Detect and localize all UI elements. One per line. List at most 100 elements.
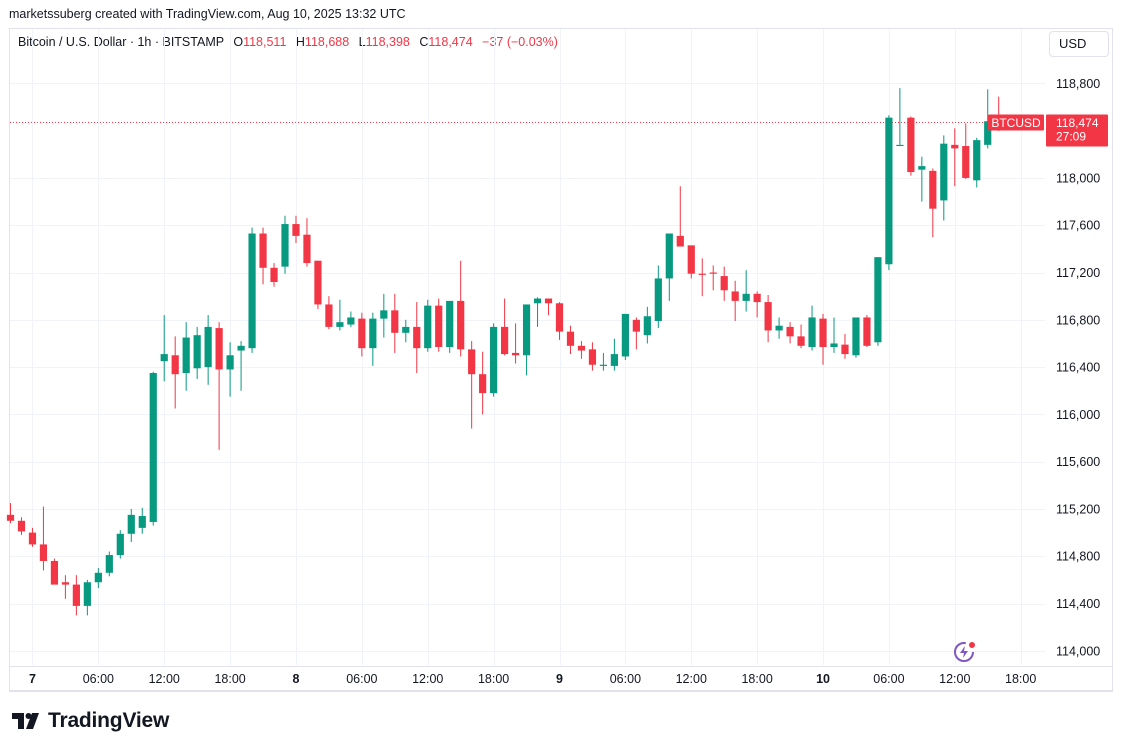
candle-body [479, 374, 487, 394]
candle-down [215, 322, 223, 450]
last-price-box [1046, 114, 1108, 147]
candle-down [72, 575, 80, 616]
candle-down [566, 325, 575, 355]
candle-up [138, 507, 146, 534]
candle-body [204, 326, 212, 368]
candle-down [720, 266, 728, 301]
candle-body [764, 302, 772, 331]
candle-down [259, 227, 267, 285]
time-tick-label: 18:00 [478, 672, 509, 686]
candle-body [149, 373, 157, 522]
candle-up [830, 317, 838, 353]
time-tick-label: 9 [556, 672, 563, 686]
time-tick-label: 18:00 [1005, 672, 1036, 686]
candle-body [797, 336, 805, 346]
open-label: O [233, 35, 244, 49]
time-tick-label: 06:00 [610, 672, 641, 686]
candle-body [424, 305, 432, 349]
candle-up [621, 313, 629, 361]
candle-up [490, 323, 498, 397]
candle-down [797, 324, 805, 349]
candle-body [138, 516, 146, 528]
candle-body [259, 233, 267, 268]
candle-up [347, 311, 355, 327]
candle-down [28, 527, 37, 547]
chart-attribution: marketssuberg created with TradingView.c… [9, 7, 406, 21]
candle-down [50, 558, 59, 585]
price-tick-label: 114,400 [1056, 597, 1100, 611]
candle-body [896, 144, 904, 147]
candle-body [588, 349, 597, 365]
candle-down [292, 215, 300, 243]
price-tick-label: 117,600 [1056, 219, 1100, 233]
candle-body [786, 326, 794, 337]
candle-body [83, 582, 91, 606]
candle-up [127, 508, 135, 543]
candle-body [391, 310, 399, 333]
candle-body [808, 317, 816, 347]
candle-body [237, 345, 245, 351]
lightning-alert-icon[interactable] [954, 642, 975, 662]
candle-up [105, 551, 113, 577]
candle-down [358, 312, 366, 357]
chart-frame [9, 28, 1113, 692]
candle-body [951, 144, 959, 149]
candle-body [72, 584, 80, 606]
candle-body [709, 272, 717, 274]
candle-up [226, 342, 234, 397]
candle-up [424, 299, 432, 352]
time-axis: 7 06:00 12:00 18:00 8 06:00 12:00 18:00 9 06:00 12… [29, 672, 1036, 686]
candle-down [171, 336, 179, 409]
candle-down [929, 168, 937, 238]
candle-body [369, 318, 377, 349]
candle-down [676, 186, 684, 247]
candle-body [973, 140, 981, 181]
candle-body [380, 310, 388, 319]
candle-down [951, 128, 959, 187]
time-tick-label: 18:00 [214, 672, 245, 686]
candle-down [6, 503, 15, 524]
candle-up [918, 156, 926, 202]
candle-body [577, 345, 586, 351]
ticker-label-box [988, 114, 1044, 131]
candle-body [599, 364, 608, 366]
candle-body [325, 304, 333, 327]
price-tick-label: 118,800 [1056, 77, 1100, 91]
candle-up [610, 338, 618, 371]
candle-down [270, 263, 278, 287]
candle-down [962, 123, 970, 180]
currency-button[interactable]: USD [1049, 31, 1109, 57]
candle-down [687, 245, 695, 279]
candle-down [61, 575, 69, 599]
candle-down [753, 291, 761, 318]
candle-body [687, 245, 695, 274]
price-tick-label: 115,600 [1056, 455, 1100, 469]
candle-body [347, 317, 355, 325]
tradingview-logo[interactable]: TradingView [12, 709, 169, 733]
low-value: 118,398 [365, 35, 410, 49]
candle-body [215, 328, 223, 370]
candle-body [720, 276, 728, 291]
candle-body [918, 166, 926, 170]
close-value: 118,474 [428, 35, 473, 49]
ticker-label: BTCUSD [991, 116, 1041, 130]
candle-up [182, 322, 190, 391]
candle-body [962, 146, 970, 178]
candle-body [863, 317, 871, 346]
candle-up [160, 315, 168, 382]
candle-down [435, 298, 443, 352]
price-tick-label: 115,200 [1056, 502, 1100, 516]
candle-down [841, 333, 849, 359]
candle-body [522, 304, 531, 356]
candle-up [984, 89, 992, 149]
tradingview-logo-icon [12, 713, 39, 729]
candle-down [544, 298, 553, 316]
price-tick-label: 116,800 [1056, 313, 1100, 327]
candle-up [237, 341, 245, 391]
time-tick-label: 06:00 [873, 672, 904, 686]
candle-down [907, 116, 915, 176]
symbol-title[interactable]: Bitcoin / U.S. Dollar · 1h · BITSTAMP [18, 35, 224, 49]
candle-down [511, 323, 520, 364]
